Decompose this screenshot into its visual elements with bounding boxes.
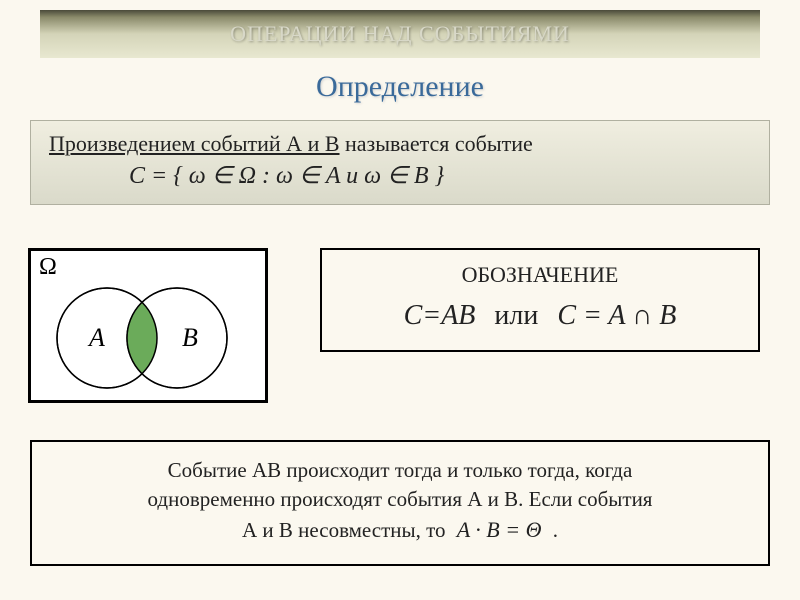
notation-formula-row: C=AB или C = A ∩ B bbox=[336, 300, 744, 332]
page-title: ОПЕРАЦИИ НАД СОБЫТИЯМИ bbox=[230, 21, 570, 47]
footer-line1: Событие АВ происходит тогда и только тог… bbox=[168, 458, 633, 482]
definition-formula: C = { ω ∈ Ω : ω ∈ A и ω ∈ B } bbox=[49, 161, 751, 190]
notation-connector: или bbox=[482, 300, 550, 331]
venn-diagram: Ω A B bbox=[28, 248, 268, 403]
footer-line2: одновременно происходят события А и В. Е… bbox=[148, 487, 653, 511]
title-bar: ОПЕРАЦИИ НАД СОБЫТИЯМИ bbox=[40, 10, 760, 58]
footer-text: Событие АВ происходит тогда и только тог… bbox=[52, 456, 748, 546]
notation-left: C=AB bbox=[404, 300, 476, 331]
footer-formula: A · B = Θ bbox=[451, 517, 548, 542]
definition-underlined: Произведением событий А и В bbox=[49, 131, 340, 156]
definition-rest: называется событие bbox=[340, 131, 533, 156]
notation-box: ОБОЗНАЧЕНИЕ C=AB или C = A ∩ B bbox=[320, 248, 760, 352]
footer-line3-prefix: А и В несовместны, то bbox=[242, 518, 446, 542]
label-a: A bbox=[87, 323, 105, 352]
label-b: B bbox=[182, 323, 198, 352]
notation-right: C = A ∩ B bbox=[557, 300, 676, 331]
definition-text: Произведением событий А и В называется с… bbox=[49, 131, 751, 157]
venn-svg: A B bbox=[49, 283, 249, 398]
omega-label: Ω bbox=[39, 254, 57, 281]
definition-box: Произведением событий А и В называется с… bbox=[30, 120, 770, 205]
footer-line3-suffix: . bbox=[553, 518, 558, 542]
subtitle: Определение bbox=[0, 70, 800, 104]
footer-box: Событие АВ происходит тогда и только тог… bbox=[30, 440, 770, 566]
notation-heading: ОБОЗНАЧЕНИЕ bbox=[336, 262, 744, 288]
